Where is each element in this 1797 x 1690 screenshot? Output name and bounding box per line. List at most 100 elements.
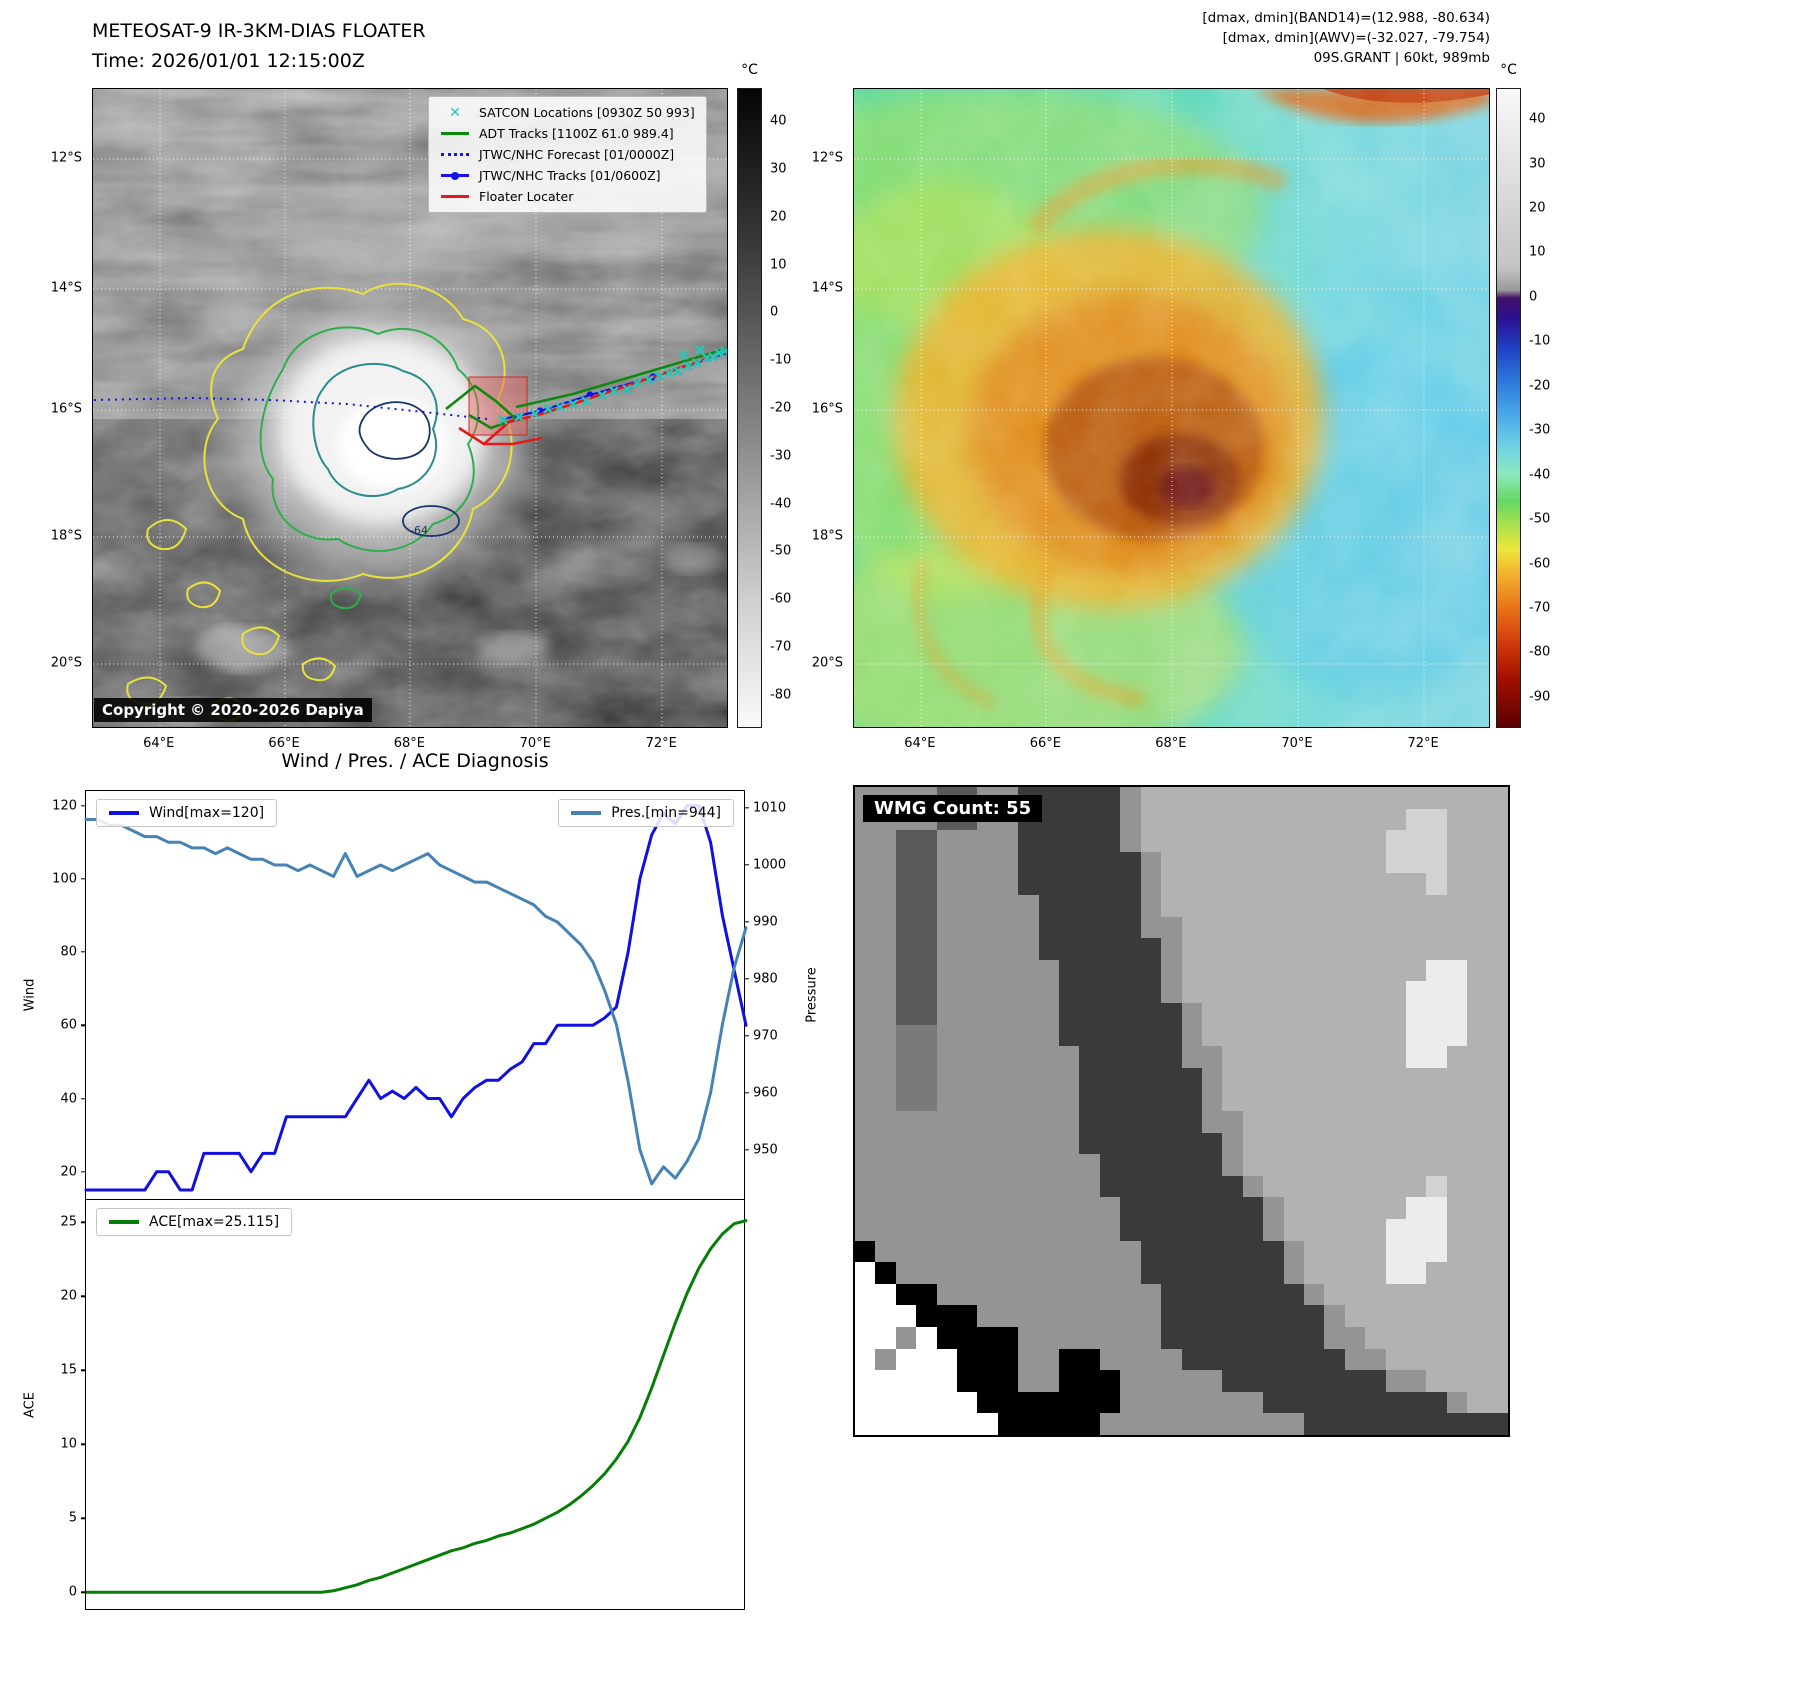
wmg-pixel	[895, 1305, 917, 1327]
wmg-pixel	[1426, 1132, 1447, 1155]
wmg-pixel	[1120, 1110, 1141, 1133]
wmg-pixel	[855, 916, 876, 939]
wmg-pixel	[1120, 959, 1141, 982]
wmg-pixel	[1344, 981, 1366, 1003]
wmg-pixel	[997, 851, 1019, 874]
wind-axis-label: Wind	[22, 978, 38, 1012]
wmg-pixel	[1263, 1262, 1284, 1284]
wmg-pixel	[1385, 938, 1406, 960]
wmg-pixel	[875, 1348, 896, 1371]
wmg-pixel	[1181, 1024, 1202, 1047]
wmg-pixel	[957, 1154, 978, 1176]
wmg-pixel	[1467, 1154, 1488, 1176]
wmg-pixel	[1283, 981, 1304, 1003]
axis-tick: 20	[60, 1164, 77, 1180]
wmg-pixel	[1120, 1132, 1141, 1155]
wmg-pixel	[1099, 1262, 1121, 1284]
wmg-pixel	[1405, 787, 1427, 809]
wmg-pixel	[1079, 1197, 1100, 1219]
wmg-pixel	[1283, 1391, 1304, 1414]
wmg-pixel	[1405, 1046, 1427, 1068]
axis-tick: 1000	[753, 857, 787, 873]
wmg-pixel	[1467, 851, 1488, 874]
wmg-pixel	[957, 1413, 978, 1435]
wmg-pixel	[1161, 787, 1182, 809]
wmg-pixel	[1018, 1218, 1039, 1241]
wmg-pixel	[916, 894, 937, 917]
wmg-pixel	[855, 894, 876, 917]
wmg-pixel	[1446, 1024, 1468, 1047]
wmg-pixel	[1324, 916, 1345, 939]
legend-item: Floater Locater	[440, 189, 695, 204]
wmg-pixel	[1365, 1110, 1386, 1133]
wmg-pixel	[1038, 1413, 1060, 1435]
wmg-pixel	[1038, 1067, 1060, 1090]
wmg-pixel	[1018, 1046, 1039, 1068]
wmg-pixel	[1385, 1391, 1406, 1414]
lat-tick: 12°S	[811, 150, 843, 166]
wmg-pixel	[855, 1110, 876, 1133]
wmg-pixel	[1283, 916, 1304, 939]
wmg-pixel	[855, 1067, 876, 1090]
wmg-pixel	[1201, 1326, 1223, 1349]
wmg-pixel	[855, 959, 876, 982]
wmg-pixel	[1038, 1154, 1060, 1176]
colorbar-tick: 10	[1529, 244, 1546, 260]
wmg-pixel	[1181, 873, 1202, 895]
wmg-pixel	[1344, 1089, 1366, 1111]
wmg-pixel	[1242, 1197, 1264, 1219]
wmg-pixel	[1222, 1197, 1243, 1219]
wmg-pixel	[1079, 1391, 1100, 1414]
wmg-pixel	[1099, 1089, 1121, 1111]
wmg-pixel	[997, 1262, 1019, 1284]
chart-legend: Wind[max=120]	[96, 799, 278, 827]
wmg-pixel	[1201, 851, 1223, 874]
wmg-pixel	[916, 1024, 937, 1047]
wmg-pixel	[997, 1154, 1019, 1176]
wmg-pixel	[855, 1132, 876, 1155]
wmg-pixel	[1059, 959, 1080, 982]
wmg-pixel	[1303, 981, 1325, 1003]
header-awv: [dmax, dmin](AWV)=(-32.027, -79.754)	[1222, 30, 1490, 46]
wmg-pixel	[1344, 1110, 1366, 1133]
wmg-pixel	[1120, 894, 1141, 917]
satcon-x-marker	[679, 350, 689, 360]
axis-tick: 990	[753, 914, 778, 930]
wmg-pixel	[1324, 1197, 1345, 1219]
floater-track-line2	[484, 436, 543, 446]
wmg-pixel	[1140, 1370, 1162, 1392]
wmg-pixel	[1324, 873, 1345, 895]
wmg-pixel	[1446, 851, 1468, 874]
wmg-pixel	[1487, 1283, 1508, 1306]
wmg-pixel	[1365, 1218, 1386, 1241]
wmg-pixel	[936, 1197, 958, 1219]
wmg-pixel	[855, 1046, 876, 1068]
wmg-pixel	[855, 1002, 876, 1025]
satcon-x-marker	[708, 352, 718, 362]
line-icon	[441, 171, 469, 180]
ace-axis-label: ACE	[22, 1392, 38, 1418]
wmg-pixel	[1303, 1089, 1325, 1111]
wmg-pixel	[1365, 1305, 1386, 1327]
wmg-pixel	[1099, 808, 1121, 831]
wmg-pixel	[916, 1067, 937, 1090]
wmg-pixel	[1140, 1110, 1162, 1133]
wmg-pixel	[875, 916, 896, 939]
header-band14: [dmax, dmin](BAND14)=(12.988, -80.634)	[1202, 10, 1490, 26]
wmg-pixel	[1487, 1067, 1508, 1090]
satcon-x-marker	[654, 371, 664, 381]
wmg-pixel	[875, 1240, 896, 1263]
wmg-pixel	[1079, 1348, 1100, 1371]
wmg-pixel	[1405, 1391, 1427, 1414]
wmg-pixel	[1038, 1175, 1060, 1198]
wmg-pixel	[1467, 916, 1488, 939]
wmg-pixel	[1365, 1132, 1386, 1155]
wmg-pixel	[957, 1110, 978, 1133]
wmg-pixel	[1446, 787, 1468, 809]
wmg-pixel	[957, 830, 978, 852]
axis-tick-mark	[81, 1295, 86, 1297]
wmg-pixel	[1222, 1413, 1243, 1435]
axis-tick-mark	[81, 1591, 86, 1593]
wmg-pixel	[1467, 1218, 1488, 1241]
wmg-pixel	[977, 1110, 998, 1133]
